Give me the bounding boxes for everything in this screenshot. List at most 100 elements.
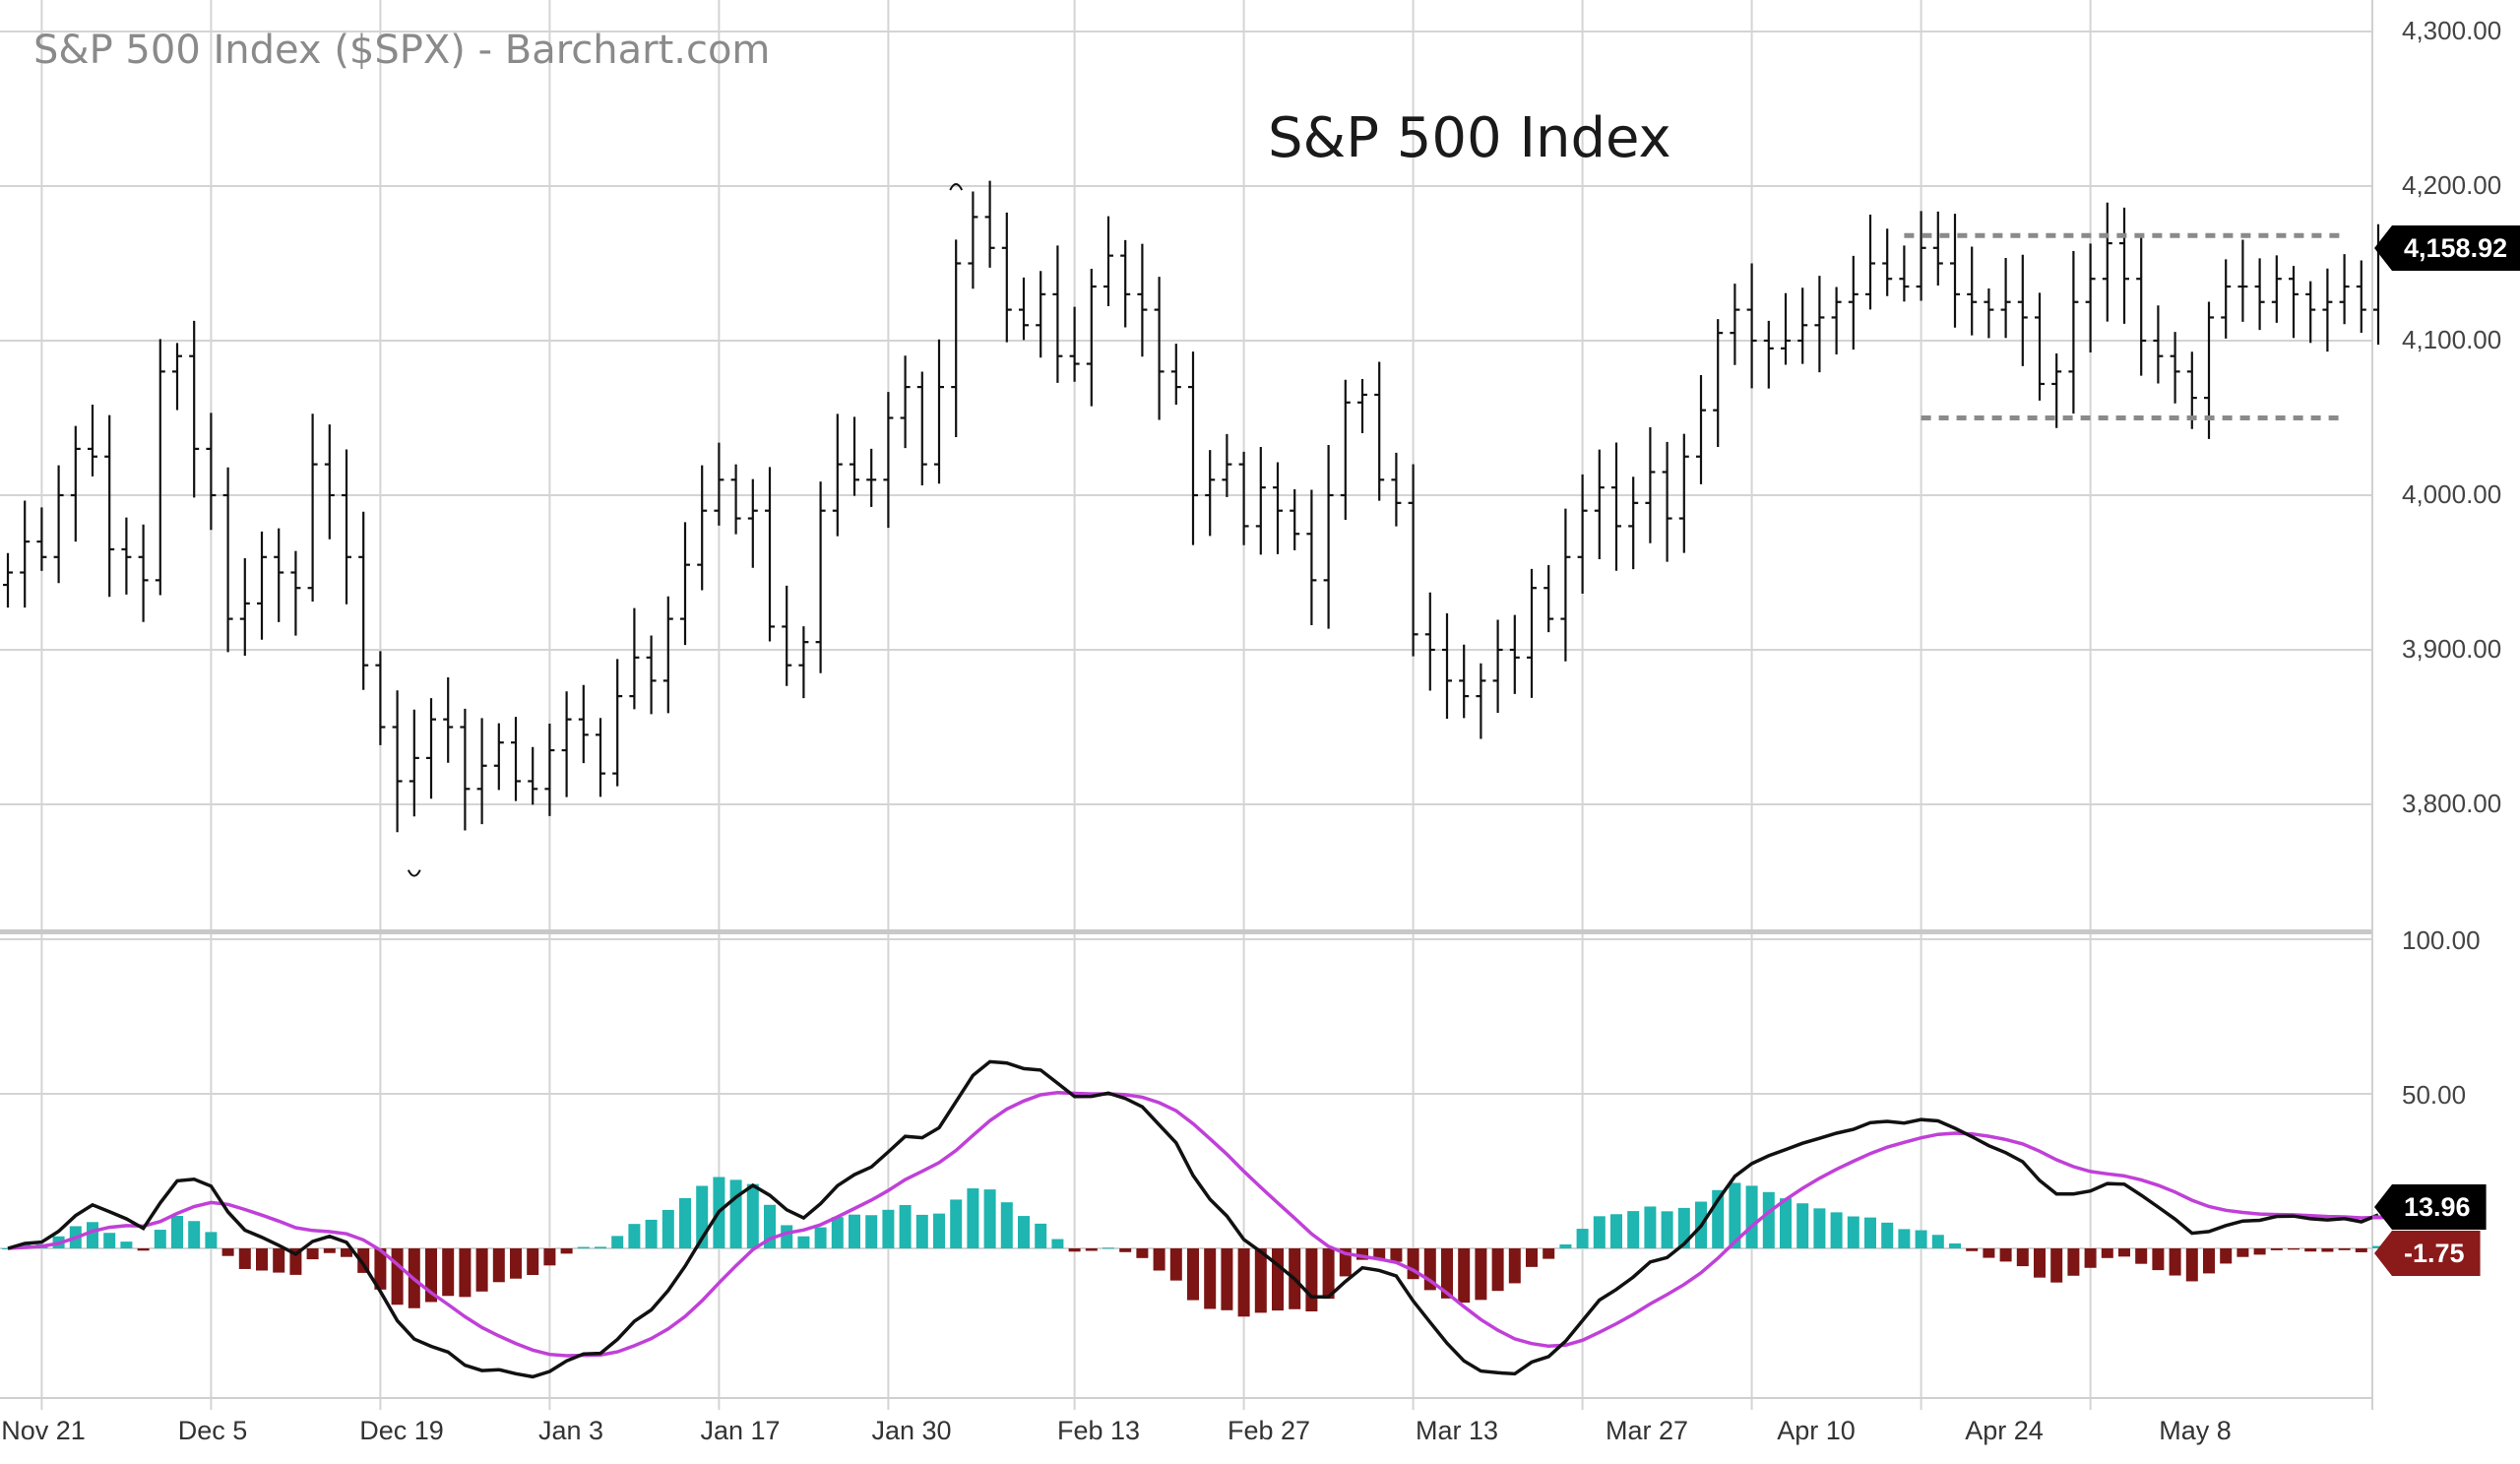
ohlc-bar: [1916, 211, 1926, 301]
ohlc-bar: [1527, 568, 1537, 698]
macd-histogram-bar: [2101, 1248, 2113, 1258]
ohlc-bar: [850, 416, 859, 496]
ohlc-bar: [1001, 212, 1012, 343]
y-tick-label: 4,000.00: [2402, 479, 2502, 509]
ohlc-bar: [1154, 277, 1165, 420]
ohlc-bar: [934, 339, 944, 484]
ohlc-bar: [2356, 260, 2366, 333]
ohlc-bar: [1713, 319, 1724, 448]
ohlc-bar: [460, 708, 471, 831]
ohlc-bar: [646, 635, 657, 715]
ohlc-bar: [443, 677, 454, 763]
ohlc-bar: [1442, 613, 1452, 719]
y-tick-label: 4,300.00: [2402, 16, 2502, 45]
macd-histogram-bar: [154, 1230, 166, 1248]
ohlc-bar: [2271, 255, 2282, 323]
ohlc-bar: [239, 558, 250, 657]
macd-histogram-bar: [1136, 1248, 1149, 1258]
macd-histogram-bar: [2152, 1248, 2165, 1271]
macd-histogram-bar: [1237, 1248, 1250, 1317]
macd-histogram-bar: [1559, 1243, 1572, 1248]
macd-histogram-bar: [865, 1215, 878, 1248]
macd-histogram-bar: [1610, 1214, 1622, 1248]
macd-histogram-bar: [1745, 1185, 1758, 1248]
ohlc-bar: [782, 585, 792, 686]
ohlc-bar: [493, 723, 504, 791]
ohlc-bar: [765, 467, 775, 642]
macd-y-tick-label: 100.00: [2402, 925, 2481, 955]
macd-histogram-bar: [831, 1217, 844, 1248]
ohlc-bar: [1577, 474, 1588, 594]
macd-histogram-bar: [87, 1222, 98, 1248]
ohlc-bar: [307, 414, 318, 602]
ohlc-bar: [1662, 441, 1672, 562]
ohlc-bar: [2068, 251, 2079, 414]
histogram-value-tag: -1.75: [2374, 1231, 2481, 1276]
ohlc-bar: [1848, 255, 1858, 350]
macd-histogram-bar: [306, 1248, 319, 1260]
macd-histogram-bar: [1035, 1223, 1047, 1248]
ohlc-bar: [1831, 286, 1842, 354]
macd-histogram-bar: [120, 1241, 133, 1248]
macd-histogram-bar: [1677, 1207, 1690, 1248]
y-tick-label: 3,900.00: [2402, 634, 2502, 664]
ohlc-bar: [1932, 211, 1943, 286]
ohlc-bar: [1273, 462, 1283, 554]
macd-histogram-bar: [679, 1197, 691, 1248]
ohlc-bar: [2153, 305, 2164, 384]
macd-histogram-bar: [2050, 1248, 2063, 1283]
ohlc-bar: [1899, 245, 1910, 302]
macd-histogram-bar: [256, 1248, 268, 1271]
macd-histogram-bar: [543, 1248, 556, 1266]
macd-histogram-bar: [611, 1236, 624, 1248]
macd-histogram-bar: [1949, 1242, 1961, 1248]
ohlc-bar: [1763, 320, 1774, 389]
ohlc-bar: [1188, 351, 1198, 545]
ohlc-bar: [375, 651, 386, 745]
ohlc-bar: [730, 464, 741, 535]
ohlc-bar: [3, 552, 13, 608]
ohlc-bar: [1492, 619, 1503, 713]
macd-histogram-bar: [1881, 1222, 1894, 1248]
ohlc-bar: [172, 343, 182, 411]
macd-histogram-bar: [560, 1248, 573, 1254]
macd-histogram-bar: [1627, 1211, 1640, 1248]
macd-histogram-bar: [1102, 1247, 1114, 1249]
ohlc-bar: [1340, 379, 1351, 520]
ohlc-bar: [2051, 353, 2062, 428]
macd-histogram-bar: [1644, 1206, 1657, 1248]
ohlc-bar: [274, 528, 284, 622]
y-tick-label: 3,800.00: [2402, 789, 2502, 818]
x-tick-label: Jan 30: [871, 1416, 952, 1445]
macd-histogram-bar: [1373, 1248, 1386, 1260]
macd-histogram-bar: [2321, 1248, 2334, 1252]
ohlc-bar: [2221, 259, 2232, 339]
y-tick-label: 4,200.00: [2402, 170, 2502, 200]
ohlc-bar: [697, 465, 708, 591]
macd-histogram-bar: [205, 1232, 218, 1248]
ohlc-bar: [984, 180, 995, 268]
ohlc-bar: [680, 522, 690, 646]
ohlc-bar: [1797, 287, 1808, 364]
macd-histogram-bar: [1119, 1248, 1132, 1252]
high-marker: [949, 183, 964, 191]
ohlc-bar: [1865, 215, 1875, 310]
macd-histogram-bar: [983, 1189, 996, 1248]
x-tick-label: Feb 27: [1227, 1416, 1311, 1445]
ohlc-bar: [2017, 254, 2028, 366]
ohlc-bar: [1730, 284, 1740, 365]
macd-histogram-bar: [628, 1224, 641, 1248]
ohlc-bar: [409, 709, 419, 817]
ohlc-bar: [968, 191, 978, 289]
ohlc-bar: [1628, 477, 1639, 570]
ohlc-bar: [290, 550, 301, 636]
macd-histogram-bar: [1526, 1248, 1538, 1267]
macd-histogram-bar: [103, 1233, 116, 1248]
macd-histogram-bar: [221, 1248, 234, 1256]
ohlc-bar: [1238, 451, 1249, 545]
x-tick-label: May 8: [2159, 1416, 2232, 1445]
macd-histogram-bar: [950, 1199, 963, 1248]
ohlc-bar: [798, 626, 809, 699]
ohlc-bar: [1611, 442, 1621, 571]
